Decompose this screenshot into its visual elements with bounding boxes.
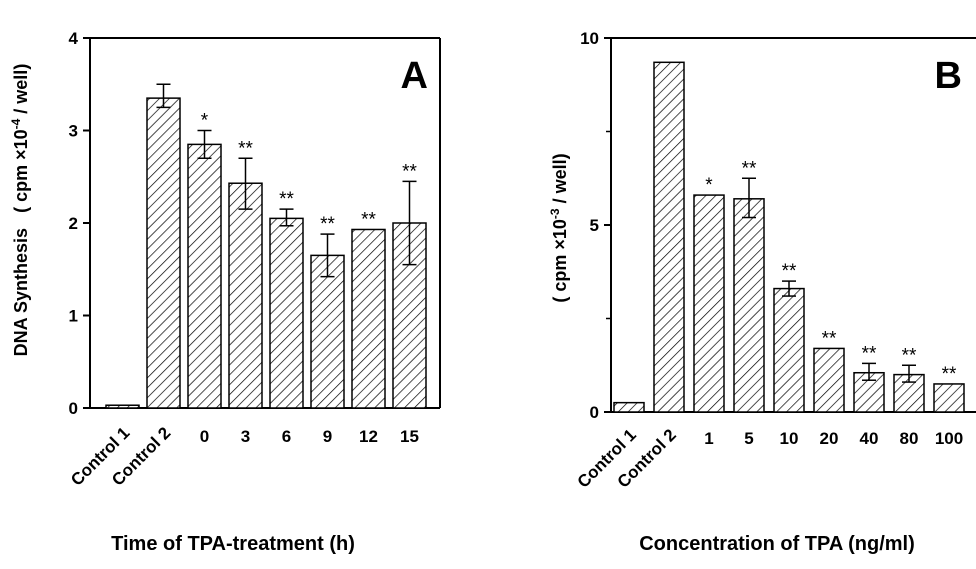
panel-b-significance-mark: * <box>705 175 713 196</box>
panel-a-y-tick-label: 1 <box>69 307 78 326</box>
panel-a-y-tick-label: 4 <box>69 29 79 48</box>
panel-b-y-tick-label: 5 <box>590 216 599 235</box>
panel-a-error-bar <box>320 233 335 278</box>
panel-a-significance-mark: * <box>201 111 209 132</box>
panel-a-significance-mark: ** <box>320 214 335 235</box>
panel-a-bar <box>351 228 386 409</box>
panel-b-error-bar <box>742 177 756 219</box>
panel-a-bar <box>269 217 304 409</box>
panel-a-x-tick-label: 6 <box>282 427 291 446</box>
panel-b-significance-mark: ** <box>822 328 837 349</box>
panel-b-y-tick-label: 0 <box>590 403 599 422</box>
panel-b-bar <box>933 383 965 413</box>
panel-b-x-tick-label: 80 <box>900 429 919 448</box>
panel-b-significance-mark: ** <box>782 261 797 282</box>
panel-a-x-tick-label: 9 <box>323 427 332 446</box>
panel-b-error-bar <box>862 362 876 381</box>
panel-a-letter: A <box>401 55 428 97</box>
panel-b-bar <box>613 401 645 413</box>
panel-a-error-bar <box>279 208 294 227</box>
panel-b-bar <box>733 198 765 413</box>
panel-a-bar <box>146 97 181 409</box>
panel-a-y-ticks: 0 1 2 3 4 <box>69 29 90 418</box>
panel-b-bar <box>773 287 805 413</box>
panel-a-significance-mark: ** <box>361 209 376 230</box>
panel-a-y-tick-label: 0 <box>69 399 78 418</box>
panel-b-bar <box>653 61 685 413</box>
panel-b-error-bar <box>902 364 916 383</box>
panel-a-bar <box>187 143 222 409</box>
panel-b-significance-mark: ** <box>902 345 917 366</box>
panel-b-y-ticks: 0 5 10 <box>580 29 611 422</box>
panel-b-bar <box>693 194 725 413</box>
panel-b-error-bar <box>782 280 796 297</box>
panel-a-x-tick-label: 0 <box>200 427 209 446</box>
panel-a-significance-marks: ******* **** <box>201 111 418 236</box>
panel-a-significance-mark: ** <box>238 138 253 159</box>
panel-a-error-bar <box>156 83 171 109</box>
panel-b-x-tick-label: 20 <box>820 429 839 448</box>
panel-b-x-tick-label: 40 <box>860 429 879 448</box>
panel-a-bar <box>228 182 263 409</box>
panel-a-x-axis-label: Time of TPA-treatment (h) <box>111 533 355 555</box>
panel-b-significance-mark: ** <box>862 343 877 364</box>
panel-a-bar <box>310 254 345 409</box>
panel-b-x-tick-label: 10 <box>780 429 799 448</box>
panel-a-error-bars <box>156 83 417 278</box>
panel-b-x-tick-label: 100 <box>935 429 963 448</box>
panel-a-y-axis-label: DNA Synthesis ( cpm ×10-4 / well) <box>9 64 31 357</box>
panel-a-error-bar <box>197 129 212 159</box>
panel-b-y-axis-label: ( cpm ×10-3 / well) <box>548 153 570 302</box>
panel-b-x-axis-label: Concentration of TPA (ng/ml) <box>639 533 915 555</box>
panel-a-x-tick-label: 12 <box>359 427 378 446</box>
panel-b-letter: B <box>935 55 962 97</box>
panel-a-bars <box>105 97 427 409</box>
panel-a-significance-mark: ** <box>402 161 417 182</box>
panel-b-bar <box>813 347 845 413</box>
panel-a-x-tick-label: 3 <box>241 427 250 446</box>
panel-b-x-tick-label: 5 <box>744 429 753 448</box>
panel-b-x-tick-label: 1 <box>704 429 713 448</box>
panel-b-significance-mark: ** <box>942 364 957 385</box>
panel-b-error-bars <box>742 177 916 383</box>
panel-a-bar <box>105 404 140 409</box>
panel-a-error-bar <box>402 180 417 266</box>
panel-b-significance-marks: ********* **** <box>705 158 957 385</box>
panel-b-y-tick-label: 10 <box>580 29 599 48</box>
panel-a-error-bar <box>238 157 253 210</box>
panel-a-y-tick-label: 2 <box>69 214 78 233</box>
panel-a-frame <box>89 37 441 409</box>
panel-a-significance-mark: ** <box>279 189 294 210</box>
panel-b-bars <box>613 61 965 413</box>
panel-a-x-tick-label: 15 <box>400 427 419 446</box>
panel-b-significance-mark: ** <box>742 158 757 179</box>
panel-a-y-tick-label: 3 <box>69 122 78 141</box>
